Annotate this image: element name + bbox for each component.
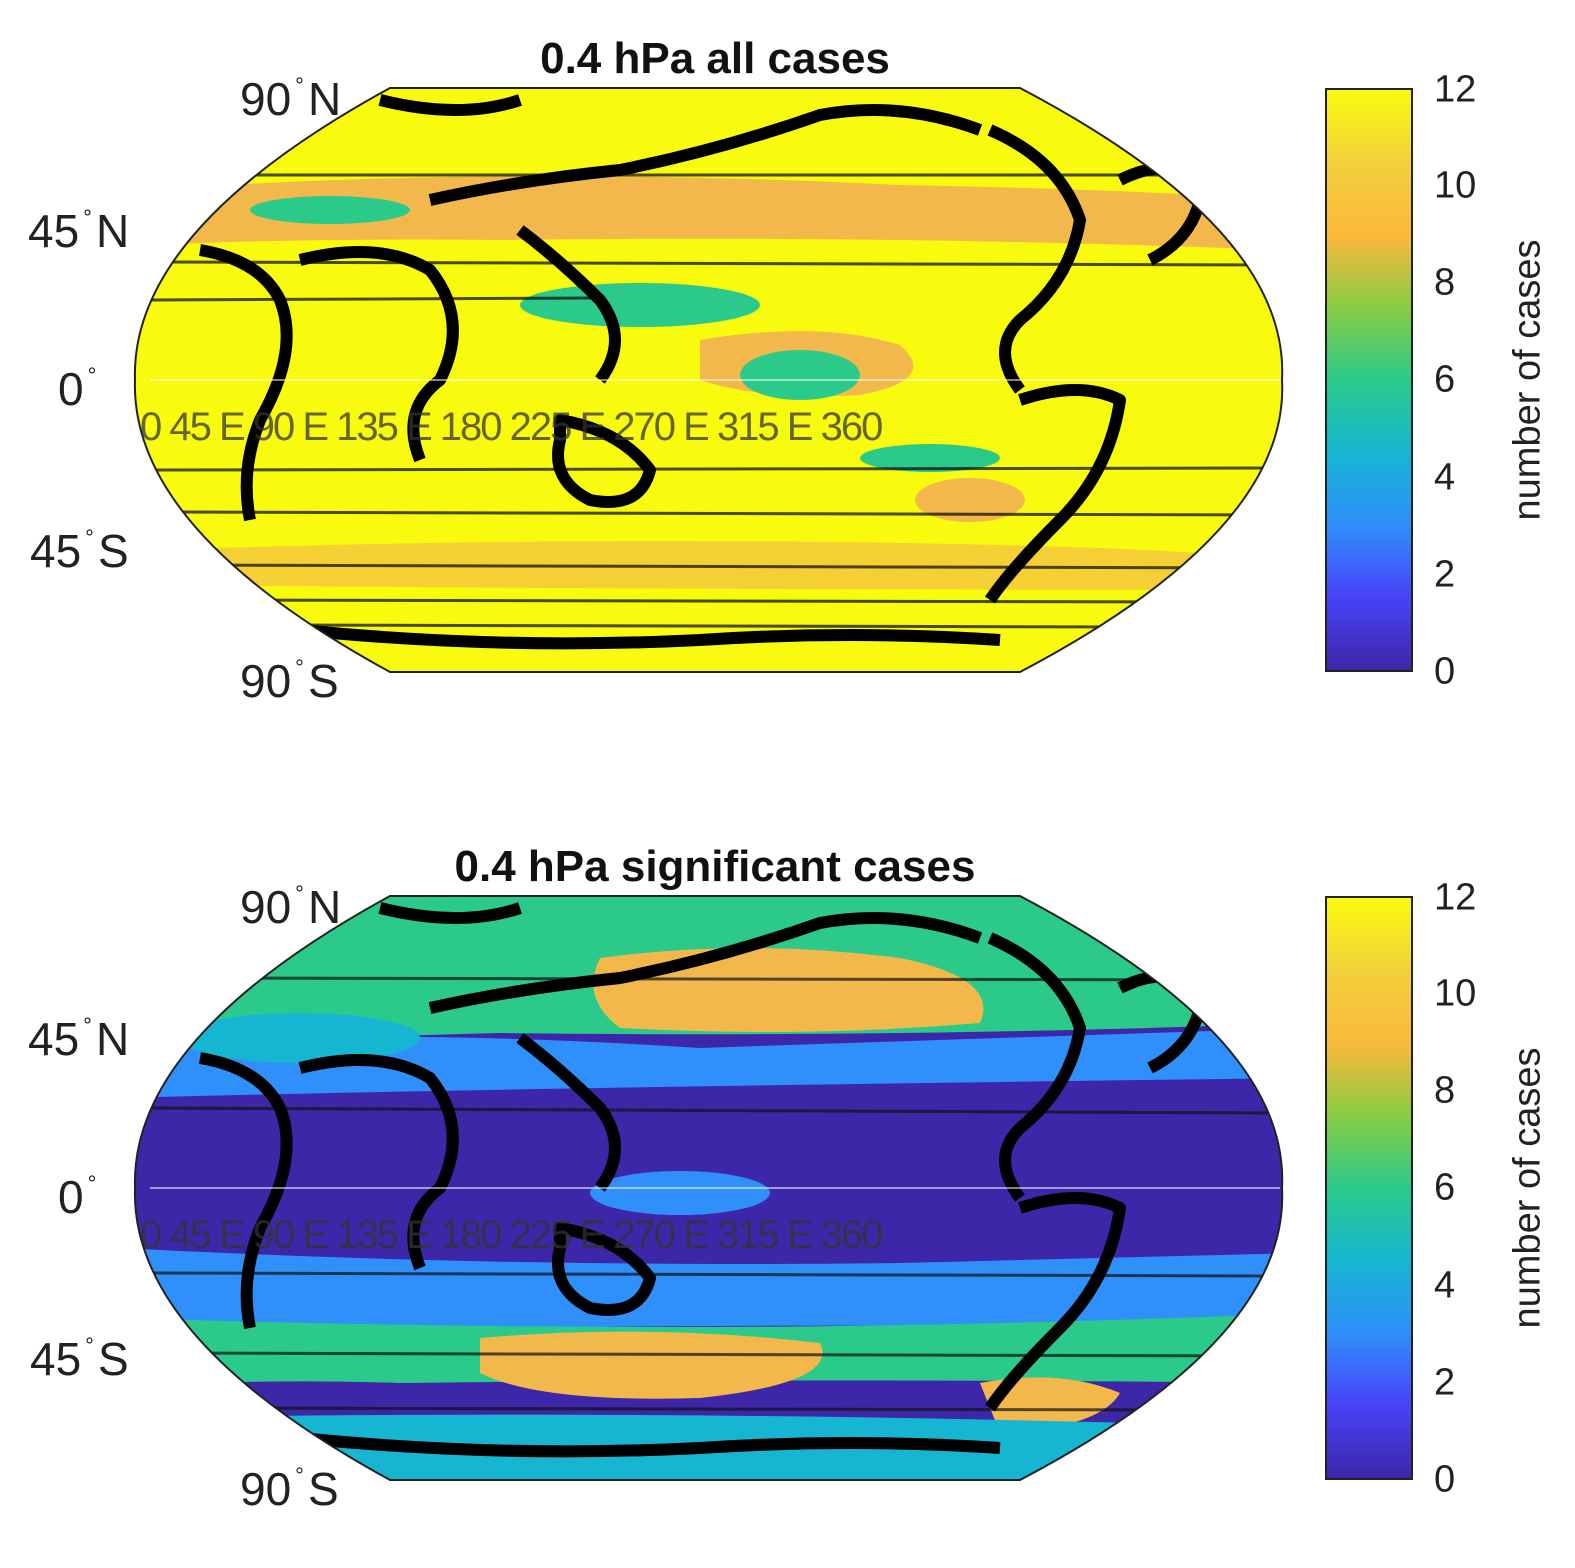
lat-label-45n: 45 °N — [28, 205, 130, 257]
world-map-significant-cases — [133, 895, 1284, 1481]
map-panel-all-cases: 0.4 hPa all cases — [0, 0, 1575, 760]
panel-title: 0.4 hPa all cases — [540, 34, 890, 83]
lat-label-90n: 90 °N — [240, 881, 342, 933]
colorbar-tick: 4 — [1434, 1264, 1456, 1307]
longitude-labels: 0 45 E 90 E 135 E 180 225 E 270 E 315 E … — [140, 1213, 883, 1257]
colorbar-tick: 0 — [1434, 1458, 1456, 1501]
world-map-all-cases — [133, 87, 1284, 673]
green-patch-south — [860, 444, 1000, 472]
colorbar-tick: 6 — [1434, 358, 1456, 401]
colorbar-label: number of cases — [1506, 239, 1549, 521]
map-frame — [133, 895, 1284, 1481]
colorbar-tick: 6 — [1434, 1166, 1456, 1209]
lat-label-45s: 45 °S — [30, 525, 129, 577]
orange-patch-south — [480, 1331, 823, 1399]
colorbar-tick: 10 — [1434, 164, 1477, 207]
lat-label-45s: 45 °S — [30, 1333, 129, 1385]
green-patch-north-2 — [520, 283, 760, 327]
colorbar-tick: 8 — [1434, 261, 1456, 304]
coastlines — [198, 94, 1206, 650]
colorbar — [1325, 88, 1413, 672]
teal-band-south-pole — [134, 1414, 1283, 1480]
map-panel-significant-cases: 0.4 hPa significant cases — [0, 808, 1575, 1568]
lat-label-0: 0 ° — [58, 1171, 97, 1223]
colorbar-tick: 12 — [1434, 876, 1477, 919]
orange-patch-south-2 — [980, 1377, 1120, 1433]
coastlines — [198, 902, 1206, 1458]
lat-label-45n: 45 °N — [28, 1013, 130, 1065]
noise-streaks — [149, 976, 1281, 1412]
map-frame — [133, 87, 1284, 673]
lat-label-90s: 90 °S — [240, 655, 339, 707]
colorbar-label: number of cases — [1506, 1047, 1549, 1329]
lat-label-0: 0 ° — [58, 363, 97, 415]
lat-label-90s: 90 °S — [240, 1463, 339, 1515]
blue-band-north — [134, 1028, 1283, 1098]
orange-patch-north — [593, 948, 984, 1032]
lat-label-90n: 90 °N — [240, 73, 342, 125]
green-patch-equator — [740, 350, 860, 400]
colorbar-tick: 12 — [1434, 68, 1477, 111]
colorbar — [1325, 896, 1413, 1480]
colorbar-tick: 2 — [1434, 553, 1456, 596]
longitude-labels: 0 45 E 90 E 135 E 180 225 E 270 E 315 E … — [140, 405, 883, 449]
teal-patch-north — [180, 1013, 420, 1063]
colorbar-tick: 2 — [1434, 1361, 1456, 1404]
colorbar-tick: 8 — [1434, 1069, 1456, 1112]
colorbar-tick: 10 — [1434, 972, 1477, 1015]
blue-patch-equator — [590, 1171, 770, 1215]
colorbar-tick: 4 — [1434, 456, 1456, 499]
green-patch-north — [250, 196, 410, 224]
orange-patch-south — [915, 478, 1025, 522]
colorbar-tick: 0 — [1434, 650, 1456, 693]
panel-title: 0.4 hPa significant cases — [454, 842, 976, 891]
